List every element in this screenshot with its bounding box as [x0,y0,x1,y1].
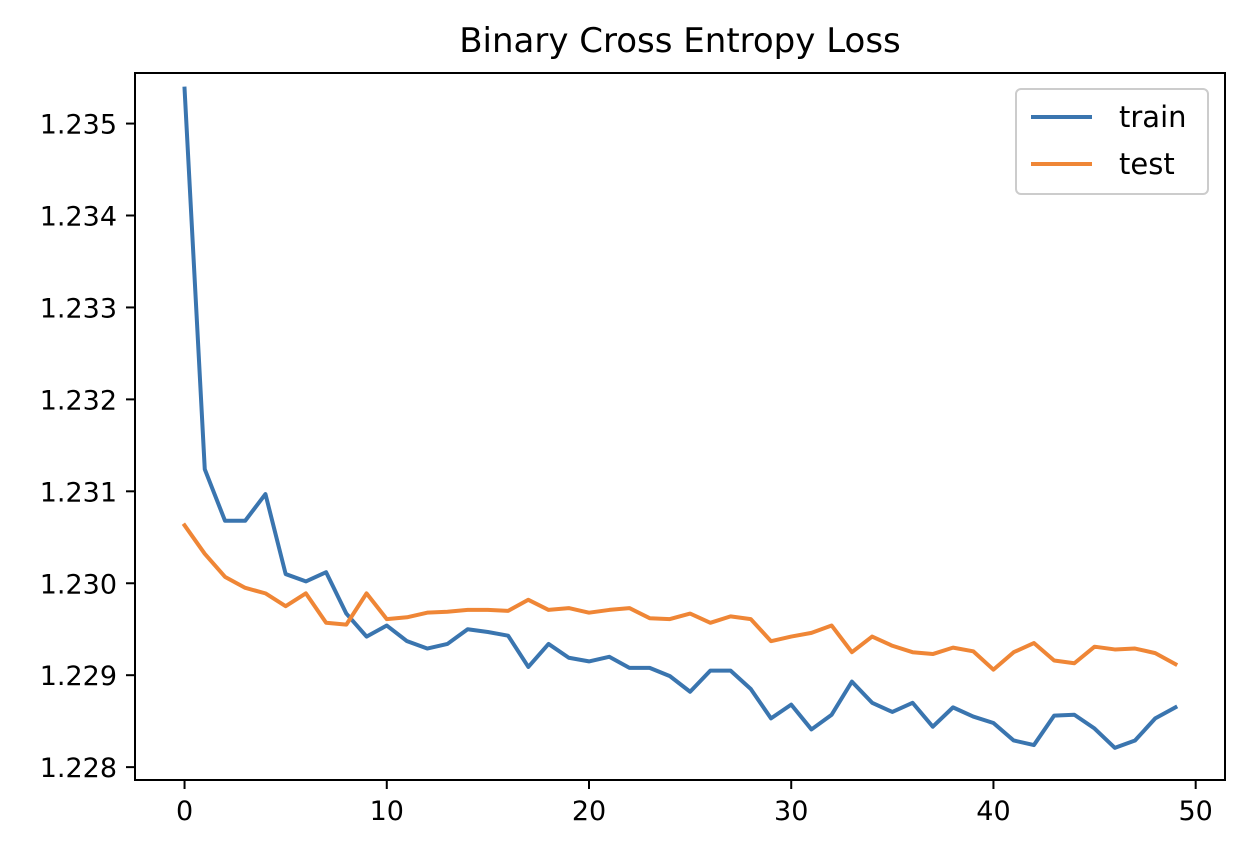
x-tick-label: 50 [1178,796,1212,827]
series-line-test [181,522,1179,672]
y-tick-label: 1.233 [40,293,117,324]
chart-title: Binary Cross Entropy Loss [459,21,901,61]
x-tick-label: 30 [774,796,808,827]
legend-label-test: test [1119,147,1175,181]
y-tick-label: 1.235 [40,110,117,141]
y-tick-label: 1.228 [40,753,117,784]
x-tick-label: 40 [976,796,1010,827]
legend: train test [1015,88,1209,195]
series-layer [181,86,1179,750]
y-tick-label: 1.232 [40,385,117,416]
y-tick-label: 1.231 [40,477,117,508]
plot-frame [134,72,1226,781]
legend-label-train: train [1119,100,1187,134]
x-tick-label: 10 [370,796,404,827]
y-tick-label: 1.229 [40,661,117,692]
y-tick-label: 1.234 [40,202,117,233]
axes-layer: 0 10 20 30 40 50 1.228 1.229 1.230 1.231 1.232 1.23… [40,72,1226,827]
y-tick-label: 1.230 [40,569,117,600]
x-tick-label: 0 [176,796,193,827]
x-tick-label: 20 [572,796,606,827]
